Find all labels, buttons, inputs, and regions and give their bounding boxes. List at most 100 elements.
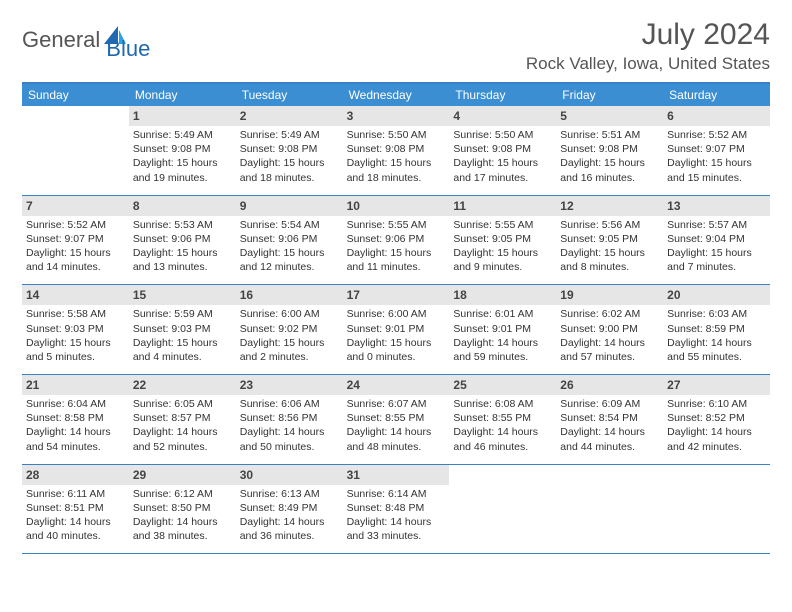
day-number: 2 bbox=[240, 109, 247, 123]
daylight-line2: and 0 minutes. bbox=[347, 350, 446, 364]
sunrise-text: Sunrise: 6:08 AM bbox=[453, 397, 552, 411]
day-headers-row: SundayMondayTuesdayWednesdayThursdayFrid… bbox=[22, 84, 770, 106]
sunset-text: Sunset: 8:59 PM bbox=[667, 322, 766, 336]
day-cell: 15 Sunrise: 5:59 AMSunset: 9:03 PMDayligh… bbox=[129, 285, 236, 374]
title-block: July 2024 Rock Valley, Iowa, United Stat… bbox=[526, 18, 770, 74]
day-info: Sunrise: 6:14 AMSunset: 8:48 PMDaylight:… bbox=[347, 487, 446, 544]
logo-text-general: General bbox=[22, 27, 100, 53]
day-header: Friday bbox=[556, 84, 663, 106]
sunrise-text: Sunrise: 6:00 AM bbox=[240, 307, 339, 321]
day-header: Wednesday bbox=[343, 84, 450, 106]
sunrise-text: Sunrise: 6:00 AM bbox=[347, 307, 446, 321]
daylight-line1: Daylight: 14 hours bbox=[667, 425, 766, 439]
day-number: 22 bbox=[133, 378, 146, 392]
day-number: 23 bbox=[240, 378, 253, 392]
day-number-bar: 31 bbox=[343, 465, 450, 485]
daylight-line1: Daylight: 14 hours bbox=[453, 425, 552, 439]
day-number: 3 bbox=[347, 109, 354, 123]
sunset-text: Sunset: 9:06 PM bbox=[240, 232, 339, 246]
empty-cell bbox=[556, 465, 663, 554]
day-number: 20 bbox=[667, 288, 680, 302]
daylight-line1: Daylight: 15 hours bbox=[26, 336, 125, 350]
day-cell: 27Sunrise: 6:10 AMSunset: 8:52 PMDayligh… bbox=[663, 375, 770, 464]
day-number-bar: 29 bbox=[129, 465, 236, 485]
day-info: Sunrise: 6:00 AMSunset: 9:02 PMDaylight:… bbox=[240, 307, 339, 364]
sunrise-text: Sunrise: 5:55 AM bbox=[453, 218, 552, 232]
day-number: 14 bbox=[26, 288, 39, 302]
sunset-text: Sunset: 9:06 PM bbox=[347, 232, 446, 246]
day-cell: 8Sunrise: 5:53 AMSunset: 9:06 PMDaylight… bbox=[129, 196, 236, 285]
daylight-line2: and 18 minutes. bbox=[347, 171, 446, 185]
day-number: 11 bbox=[453, 199, 466, 213]
daylight-line2: and 55 minutes. bbox=[667, 350, 766, 364]
day-number-bar: 21 bbox=[22, 375, 129, 395]
day-info: Sunrise: 6:05 AMSunset: 8:57 PMDaylight:… bbox=[133, 397, 232, 454]
daylight-line2: and 7 minutes. bbox=[667, 260, 766, 274]
day-number: 10 bbox=[347, 199, 360, 213]
sunset-text: Sunset: 8:49 PM bbox=[240, 501, 339, 515]
sunset-text: Sunset: 8:57 PM bbox=[133, 411, 232, 425]
day-cell: 18Sunrise: 6:01 AMSunset: 9:01 PMDayligh… bbox=[449, 285, 556, 374]
day-header: Sunday bbox=[22, 84, 129, 106]
day-cell: 7Sunrise: 5:52 AMSunset: 9:07 PMDaylight… bbox=[22, 196, 129, 285]
day-number-bar: 19 bbox=[556, 285, 663, 305]
day-info: Sunrise: 6:07 AMSunset: 8:55 PMDaylight:… bbox=[347, 397, 446, 454]
header: General Blue July 2024 Rock Valley, Iowa… bbox=[22, 18, 770, 74]
daylight-line2: and 46 minutes. bbox=[453, 440, 552, 454]
day-cell: 4Sunrise: 5:50 AMSunset: 9:08 PMDaylight… bbox=[449, 106, 556, 195]
sunset-text: Sunset: 9:01 PM bbox=[453, 322, 552, 336]
daylight-line1: Daylight: 15 hours bbox=[240, 246, 339, 260]
day-cell: 23Sunrise: 6:06 AMSunset: 8:56 PMDayligh… bbox=[236, 375, 343, 464]
daylight-line1: Daylight: 15 hours bbox=[453, 246, 552, 260]
day-number-bar: 13 bbox=[663, 196, 770, 216]
daylight-line2: and 38 minutes. bbox=[133, 529, 232, 543]
day-number-bar: 30 bbox=[236, 465, 343, 485]
daylight-line2: and 33 minutes. bbox=[347, 529, 446, 543]
sunrise-text: Sunrise: 5:52 AM bbox=[26, 218, 125, 232]
day-number: 18 bbox=[453, 288, 466, 302]
sunrise-text: Sunrise: 5:53 AM bbox=[133, 218, 232, 232]
sunset-text: Sunset: 9:08 PM bbox=[240, 142, 339, 156]
week-row: 1Sunrise: 5:49 AMSunset: 9:08 PMDaylight… bbox=[22, 106, 770, 196]
day-number: 15 bbox=[133, 288, 146, 302]
week-row: 21Sunrise: 6:04 AMSunset: 8:58 PMDayligh… bbox=[22, 375, 770, 465]
day-info: Sunrise: 5:49 AMSunset: 9:08 PMDaylight:… bbox=[240, 128, 339, 185]
day-number: 31 bbox=[347, 468, 360, 482]
day-info: Sunrise: 6:10 AMSunset: 8:52 PMDaylight:… bbox=[667, 397, 766, 454]
location-label: Rock Valley, Iowa, United States bbox=[526, 54, 770, 74]
daylight-line2: and 15 minutes. bbox=[667, 171, 766, 185]
sunrise-text: Sunrise: 6:11 AM bbox=[26, 487, 125, 501]
daylight-line2: and 4 minutes. bbox=[133, 350, 232, 364]
day-number-bar: 12 bbox=[556, 196, 663, 216]
daylight-line2: and 42 minutes. bbox=[667, 440, 766, 454]
daylight-line2: and 2 minutes. bbox=[240, 350, 339, 364]
day-info: Sunrise: 6:11 AMSunset: 8:51 PMDaylight:… bbox=[26, 487, 125, 544]
sunset-text: Sunset: 8:51 PM bbox=[26, 501, 125, 515]
daylight-line1: Daylight: 15 hours bbox=[240, 156, 339, 170]
day-cell: 17Sunrise: 6:00 AMSunset: 9:01 PMDayligh… bbox=[343, 285, 450, 374]
daylight-line2: and 9 minutes. bbox=[453, 260, 552, 274]
day-cell: 14Sunrise: 5:58 AMSunset: 9:03 PMDayligh… bbox=[22, 285, 129, 374]
daylight-line1: Daylight: 14 hours bbox=[560, 425, 659, 439]
daylight-line1: Daylight: 15 hours bbox=[347, 156, 446, 170]
day-cell: 26Sunrise: 6:09 AMSunset: 8:54 PMDayligh… bbox=[556, 375, 663, 464]
day-cell: 31 Sunrise: 6:14 AMSunset: 8:48 PMDayligh… bbox=[343, 465, 450, 554]
day-info: Sunrise: 5:59 AMSunset: 9:03 PMDaylight:… bbox=[133, 307, 232, 364]
day-number: 16 bbox=[240, 288, 253, 302]
empty-cell bbox=[663, 465, 770, 554]
daylight-line2: and 19 minutes. bbox=[133, 171, 232, 185]
daylight-line2: and 57 minutes. bbox=[560, 350, 659, 364]
day-number-bar: 15 bbox=[129, 285, 236, 305]
day-info: Sunrise: 6:02 AMSunset: 9:00 PMDaylight:… bbox=[560, 307, 659, 364]
day-info: Sunrise: 5:52 AMSunset: 9:07 PMDaylight:… bbox=[667, 128, 766, 185]
day-cell: 10Sunrise: 5:55 AMSunset: 9:06 PMDayligh… bbox=[343, 196, 450, 285]
day-number-bar: 10 bbox=[343, 196, 450, 216]
day-number: 28 bbox=[26, 468, 39, 482]
day-cell: 29Sunrise: 6:12 AMSunset: 8:50 PMDayligh… bbox=[129, 465, 236, 554]
daylight-line2: and 40 minutes. bbox=[26, 529, 125, 543]
day-number-bar: 11 bbox=[449, 196, 556, 216]
sunset-text: Sunset: 9:07 PM bbox=[26, 232, 125, 246]
daylight-line2: and 59 minutes. bbox=[453, 350, 552, 364]
day-number: 26 bbox=[560, 378, 573, 392]
day-number: 30 bbox=[240, 468, 253, 482]
